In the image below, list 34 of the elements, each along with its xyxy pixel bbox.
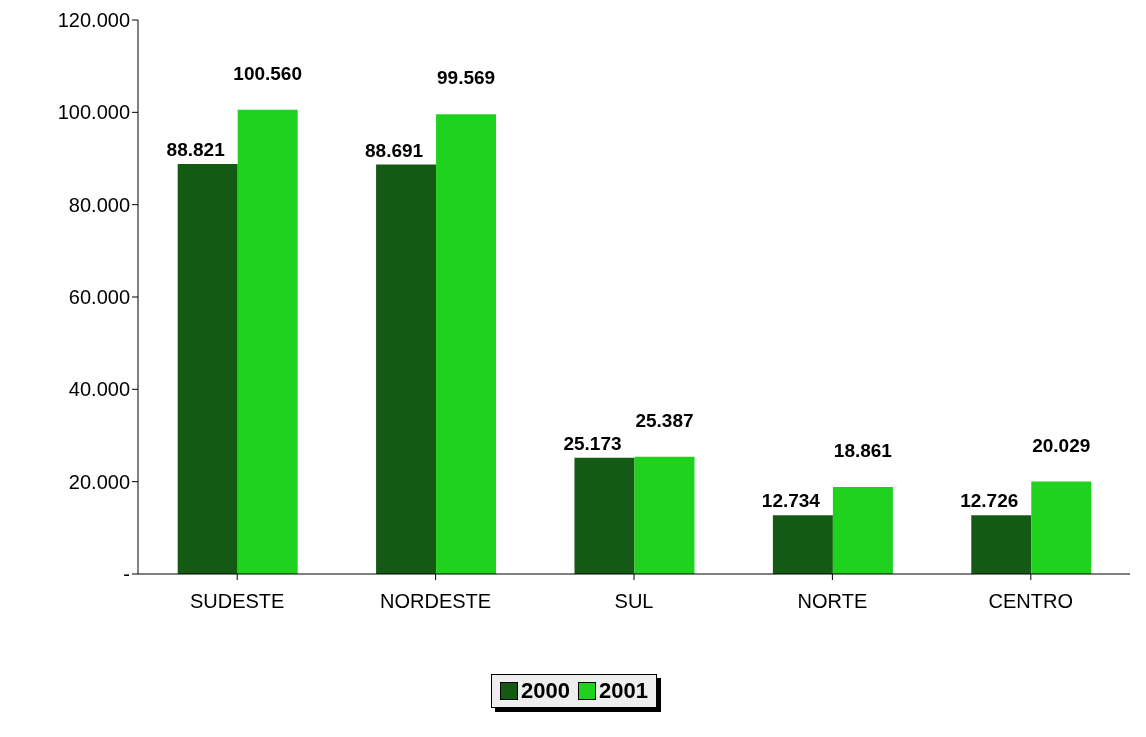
x-tick-label: SUDESTE xyxy=(189,590,285,613)
bar xyxy=(634,456,695,574)
legend-label: 2000 xyxy=(520,678,570,704)
data-label: 88.691 xyxy=(365,139,424,161)
data-label: 99.569 xyxy=(437,67,496,89)
y-tick-label: 100.000 xyxy=(57,101,130,124)
data-label: 88.821 xyxy=(166,138,226,160)
bar xyxy=(574,457,635,574)
bar xyxy=(376,164,437,574)
data-label: 20.029 xyxy=(1032,434,1091,456)
x-tick-label: NORDESTE xyxy=(380,590,492,613)
y-tick-label: 80.000 xyxy=(68,193,130,216)
x-tick-label: SUL xyxy=(614,590,654,613)
y-tick-label: 60.000 xyxy=(68,286,130,309)
data-label: 12.726 xyxy=(960,490,1019,512)
bar xyxy=(832,486,893,574)
bar xyxy=(772,515,833,574)
x-tick-label: CENTRO xyxy=(988,590,1074,613)
data-label: 25.387 xyxy=(635,409,694,431)
data-label: 12.734 xyxy=(761,490,821,512)
data-label: 25.173 xyxy=(563,432,622,454)
data-label: 100.560 xyxy=(233,62,303,84)
bar xyxy=(237,109,298,574)
bar xyxy=(1031,481,1092,574)
x-tick-label: NORTE xyxy=(797,590,868,613)
y-tick-label: - xyxy=(123,563,130,586)
bar xyxy=(436,114,497,574)
y-tick-label: 120.000 xyxy=(57,9,130,32)
data-label: 18.861 xyxy=(833,439,893,461)
bar xyxy=(971,515,1032,574)
y-tick-label: 40.000 xyxy=(68,378,130,401)
bar xyxy=(177,163,238,574)
legend-label: 2001 xyxy=(598,678,648,704)
y-tick-label: 20.000 xyxy=(68,470,130,493)
